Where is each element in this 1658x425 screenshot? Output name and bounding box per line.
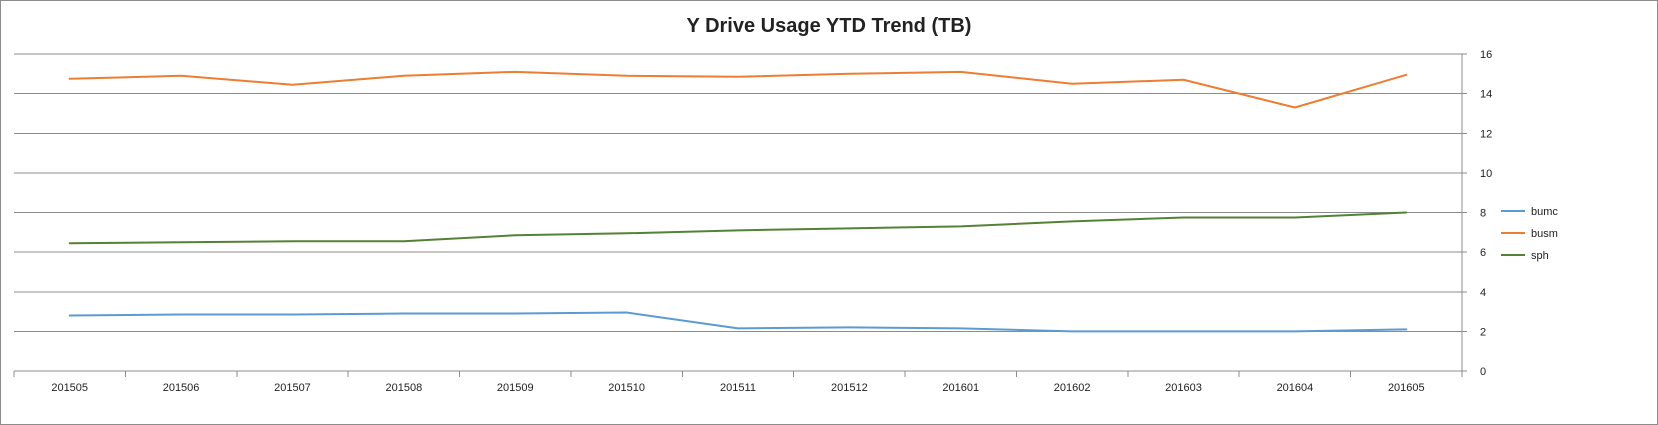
x-tick-label: 201604 [1277, 382, 1314, 394]
x-tick-label: 201506 [163, 382, 200, 394]
legend-label: sph [1531, 250, 1549, 262]
y-tick-label: 16 [1480, 49, 1492, 61]
chart-title: Y Drive Usage YTD Trend (TB) [687, 15, 972, 37]
x-tick-label: 201510 [608, 382, 645, 394]
y-axis: 0 2 4 6 8 10 12 14 16 [1461, 49, 1492, 378]
y-tick-label: 8 [1480, 208, 1486, 220]
x-tick-label: 201505 [51, 382, 88, 394]
y-tick-label: 0 [1480, 366, 1486, 378]
x-tick-label: 201601 [942, 382, 979, 394]
series-line-sph [68, 211, 1408, 245]
y-tick-label: 10 [1480, 168, 1492, 180]
x-axis: 201505 201506 201507 201508 201509 201510 2015… [13, 371, 1463, 394]
y-tick-label: 6 [1480, 247, 1486, 259]
series-line-bumc [68, 311, 1408, 333]
legend-item-bumc: bumc [1501, 206, 1558, 218]
x-tick-label: 201602 [1054, 382, 1091, 394]
y-tick-label: 2 [1480, 326, 1486, 338]
y-tick-label: 12 [1480, 128, 1492, 140]
legend-item-sph: sph [1501, 250, 1549, 262]
series-layer [68, 70, 1408, 333]
x-tick-label: 201605 [1388, 382, 1425, 394]
x-tick-label: 201603 [1165, 382, 1202, 394]
y-tick-label: 14 [1480, 89, 1492, 101]
series-line-busm [68, 70, 1408, 109]
x-tick-label: 201512 [831, 382, 868, 394]
legend-item-busm: busm [1501, 228, 1558, 240]
legend: bumc busm sph [1501, 206, 1558, 262]
legend-label: busm [1531, 228, 1558, 240]
x-tick-label: 201509 [497, 382, 534, 394]
x-tick-label: 201511 [720, 382, 756, 394]
gridlines [14, 53, 1462, 372]
legend-label: bumc [1531, 206, 1558, 218]
x-tick-label: 201508 [385, 382, 422, 394]
y-tick-label: 4 [1480, 287, 1486, 299]
x-tick-label: 201507 [274, 382, 311, 394]
